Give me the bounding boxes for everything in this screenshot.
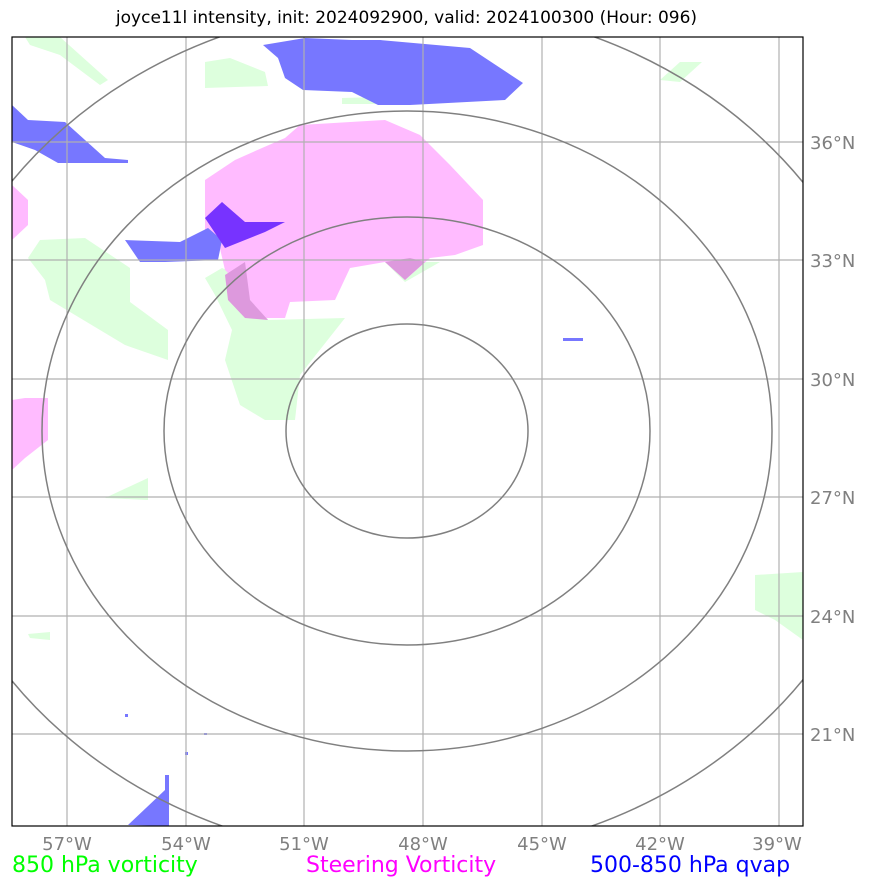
vorticity-850-area	[28, 632, 50, 640]
qvap-area	[263, 38, 523, 105]
lat-tick: 33°N	[810, 251, 855, 272]
vorticity-850-area	[25, 37, 108, 85]
qvap-area	[125, 714, 128, 717]
vorticity-850-area	[660, 62, 702, 82]
range-ring	[41, 110, 773, 752]
range-ring	[12, 37, 803, 826]
steering-vorticity-area	[12, 185, 28, 240]
lat-tick: 24°N	[810, 607, 855, 628]
qvap-area	[563, 338, 583, 341]
qvap-area	[125, 228, 222, 262]
qvap-area	[12, 105, 128, 163]
range-ring	[285, 323, 529, 539]
legend-qvap: 500-850 hPa qvap	[590, 853, 791, 878]
overlap-area	[385, 258, 425, 280]
vorticity-850-area	[205, 58, 268, 88]
steering-vorticity-area	[12, 398, 48, 470]
lon-tick: 39°W	[752, 834, 802, 855]
lon-tick: 54°W	[161, 834, 211, 855]
overlap-qvap-steering	[205, 202, 285, 248]
lon-tick: 48°W	[398, 834, 448, 855]
lon-tick: 57°W	[42, 834, 92, 855]
overlap-area	[225, 262, 268, 320]
lat-tick: 36°N	[810, 133, 855, 154]
lon-tick: 51°W	[279, 834, 329, 855]
lat-tick: 30°N	[810, 370, 855, 391]
longitude-ticks: 57°W 54°W 51°W 48°W 45°W 42°W 39°W	[42, 834, 802, 855]
vorticity-850-area	[105, 478, 148, 500]
legend-steering-vorticity: Steering Vorticity	[306, 853, 497, 878]
lat-tick: 21°N	[810, 725, 855, 746]
qvap-area	[128, 775, 169, 826]
legend-850-vorticity: 850 hPa vorticity	[12, 853, 198, 878]
vorticity-850-area	[28, 238, 168, 360]
range-rings	[12, 37, 803, 826]
range-ring	[163, 216, 651, 646]
gridlines	[12, 37, 803, 826]
map-frame	[11, 36, 804, 827]
map-fields	[12, 37, 803, 826]
map-title: joyce11l intensity, init: 2024092900, va…	[115, 8, 698, 28]
vorticity-850-areas	[25, 37, 803, 640]
lon-tick: 45°W	[517, 834, 567, 855]
latitude-ticks: 36°N 33°N 30°N 27°N 24°N 21°N	[810, 133, 855, 746]
lon-tick: 42°W	[635, 834, 685, 855]
lat-tick: 27°N	[810, 488, 855, 509]
